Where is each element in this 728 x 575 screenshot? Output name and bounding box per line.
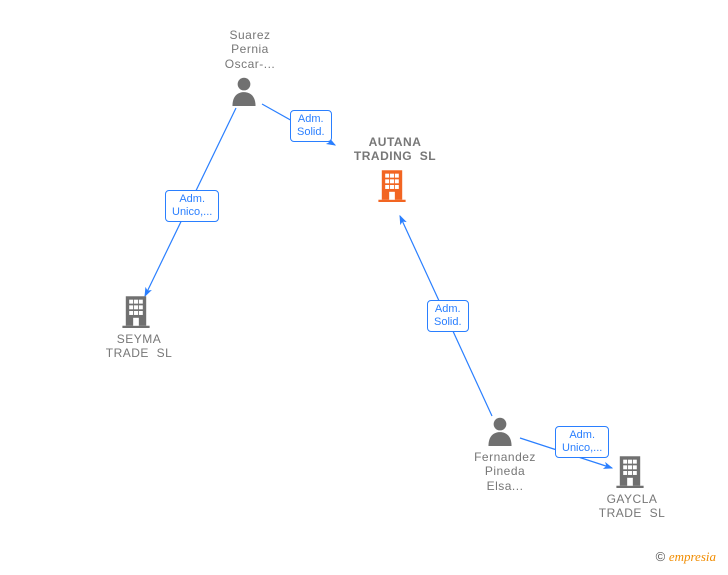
edge-label: Adm. Solid. [290, 110, 332, 142]
building-icon [616, 454, 644, 488]
building-icon-main [378, 168, 406, 202]
node-label-seyma: SEYMA TRADE SL [104, 332, 174, 361]
edges-layer [0, 0, 728, 575]
person-icon [486, 416, 514, 446]
person-icon [230, 76, 258, 106]
copyright: © empresia [656, 549, 716, 565]
edge-label: Adm. Solid. [427, 300, 469, 332]
node-label-fernandez: Fernandez Pineda Elsa... [470, 450, 540, 493]
edge-label: Adm. Unico,... [555, 426, 609, 458]
edge-label: Adm. Unico,... [165, 190, 219, 222]
node-label-suarez: Suarez Pernia Oscar-... [220, 28, 280, 71]
node-label-autana: AUTANA TRADING SL [340, 135, 450, 164]
diagram-canvas: Suarez Pernia Oscar-... AUTANA TRADING S… [0, 0, 728, 575]
building-icon [122, 294, 150, 328]
copyright-symbol: © [656, 549, 666, 564]
node-label-gaycla: GAYCLA TRADE SL [597, 492, 667, 521]
brand-name: empresia [669, 549, 716, 564]
